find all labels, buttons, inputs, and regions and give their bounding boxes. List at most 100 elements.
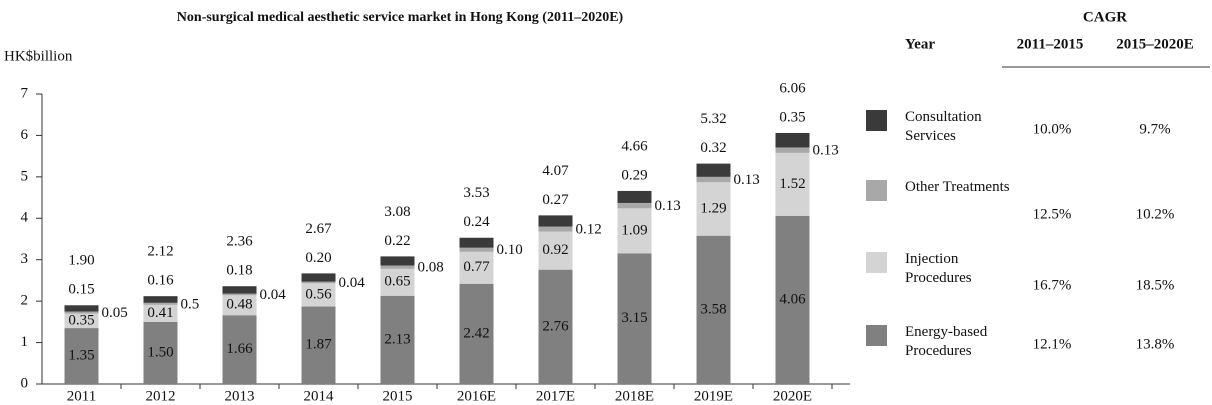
bar-segment bbox=[775, 215, 810, 384]
total-label: 2.12 bbox=[147, 244, 173, 260]
y-tick-label: 2 bbox=[21, 293, 29, 309]
bar-segment bbox=[64, 311, 99, 314]
bar-segment bbox=[696, 182, 731, 236]
bar-segment bbox=[775, 132, 810, 148]
bar-segment bbox=[775, 152, 810, 216]
bar-segment bbox=[222, 293, 257, 296]
bar-segment bbox=[459, 283, 494, 384]
x-tick-label: 2018E bbox=[615, 388, 654, 404]
bar-segment bbox=[696, 235, 731, 384]
bar-segment bbox=[64, 313, 99, 329]
value-label: 0.13 bbox=[655, 198, 681, 214]
x-tick-label: 2016E bbox=[457, 388, 496, 404]
value-label: 2.76 bbox=[542, 318, 569, 334]
x-tick-label: 2013 bbox=[225, 388, 255, 404]
bar-segment bbox=[222, 315, 257, 384]
value-label: 0.04 bbox=[339, 275, 366, 291]
total-label: 4.66 bbox=[621, 138, 648, 154]
value-label: 1.35 bbox=[68, 347, 94, 363]
bar-segment bbox=[459, 237, 494, 248]
value-label: 0.77 bbox=[463, 259, 490, 275]
bar-segment bbox=[696, 176, 731, 183]
y-axis-label: HK$billion bbox=[4, 48, 73, 64]
value-label: 0.41 bbox=[147, 305, 173, 321]
bar-segment bbox=[538, 215, 573, 227]
cagr-value: 13.8% bbox=[1136, 336, 1175, 352]
y-tick-label: 4 bbox=[21, 210, 29, 226]
bar-segment bbox=[617, 208, 652, 254]
bar-segment bbox=[64, 305, 99, 312]
x-tick-label: 2017E bbox=[536, 388, 575, 404]
value-label: 0.92 bbox=[542, 242, 568, 258]
bar-segment bbox=[617, 190, 652, 203]
bar-segment bbox=[301, 281, 336, 284]
value-label: 3.58 bbox=[700, 301, 726, 317]
x-tick-label: 2014 bbox=[304, 388, 335, 404]
bar-segment bbox=[380, 265, 415, 269]
total-label: 1.90 bbox=[68, 253, 94, 269]
cagr-value: 12.5% bbox=[1033, 206, 1072, 222]
bar-segment bbox=[143, 296, 178, 303]
legend-label: Other Treatments bbox=[905, 179, 1010, 195]
value-label: 0.05 bbox=[102, 305, 128, 321]
chart-title: Non-surgical medical aesthetic service m… bbox=[177, 10, 624, 25]
y-tick-label: 3 bbox=[21, 251, 29, 267]
value-label: 0.18 bbox=[226, 263, 252, 279]
total-label: 6.06 bbox=[779, 80, 806, 96]
legend-swatch bbox=[866, 252, 887, 273]
value-label: 2.13 bbox=[384, 331, 410, 347]
value-label: 0.27 bbox=[542, 192, 569, 208]
y-tick-label: 0 bbox=[21, 375, 29, 391]
x-tick-label: 2019E bbox=[694, 388, 733, 404]
value-label: 0.5 bbox=[181, 296, 200, 312]
bar-segment bbox=[143, 302, 178, 305]
value-label: 0.20 bbox=[305, 250, 331, 266]
value-label: 0.10 bbox=[497, 242, 523, 258]
bar-segment bbox=[696, 163, 731, 177]
bar-segment bbox=[301, 273, 336, 282]
bar-segment bbox=[617, 253, 652, 384]
value-label: 1.87 bbox=[305, 337, 332, 353]
bar-segment bbox=[538, 231, 573, 270]
bar-segment bbox=[459, 251, 494, 284]
value-label: 1.29 bbox=[700, 200, 726, 216]
bar-segment bbox=[222, 286, 257, 294]
value-label: 0.29 bbox=[621, 167, 647, 183]
cagr-value: 16.7% bbox=[1033, 277, 1072, 293]
bar-segment bbox=[301, 283, 336, 307]
value-label: 0.48 bbox=[226, 297, 252, 313]
total-label: 3.08 bbox=[384, 204, 410, 220]
cagr-value: 12.1% bbox=[1033, 336, 1072, 352]
bar-segment bbox=[380, 268, 415, 296]
x-tick-label: 2012 bbox=[146, 388, 176, 404]
value-label: 0.15 bbox=[68, 282, 94, 298]
bar-segment bbox=[380, 295, 415, 384]
legend-swatch bbox=[866, 325, 887, 346]
cagr-column: 2011–2015 bbox=[1017, 36, 1084, 52]
value-label: 0.13 bbox=[813, 143, 839, 159]
value-label: 0.08 bbox=[418, 260, 444, 276]
total-label: 4.07 bbox=[542, 163, 569, 179]
total-label: 3.53 bbox=[463, 185, 489, 201]
bar-segment bbox=[617, 202, 652, 209]
bar-segment bbox=[380, 256, 415, 266]
y-tick-label: 1 bbox=[21, 334, 29, 350]
value-label: 1.50 bbox=[147, 344, 173, 360]
x-tick-label: 2015 bbox=[383, 388, 413, 404]
value-label: 0.32 bbox=[700, 140, 726, 156]
bar-segment bbox=[301, 306, 336, 384]
bar-segment bbox=[459, 247, 494, 252]
total-label: 2.36 bbox=[226, 234, 253, 250]
legend-label: Energy-based Procedures bbox=[905, 324, 988, 359]
total-label: 2.67 bbox=[305, 221, 332, 237]
bar-segment bbox=[538, 226, 573, 232]
value-label: 3.15 bbox=[621, 310, 647, 326]
value-label: 1.66 bbox=[226, 341, 253, 357]
x-tick-label: 2011 bbox=[67, 388, 96, 404]
bar-segment bbox=[775, 147, 810, 153]
cagr-column: 2015–2020E bbox=[1116, 36, 1194, 52]
x-tick-label: 2020E bbox=[773, 388, 812, 404]
value-label: 0.56 bbox=[305, 286, 332, 302]
